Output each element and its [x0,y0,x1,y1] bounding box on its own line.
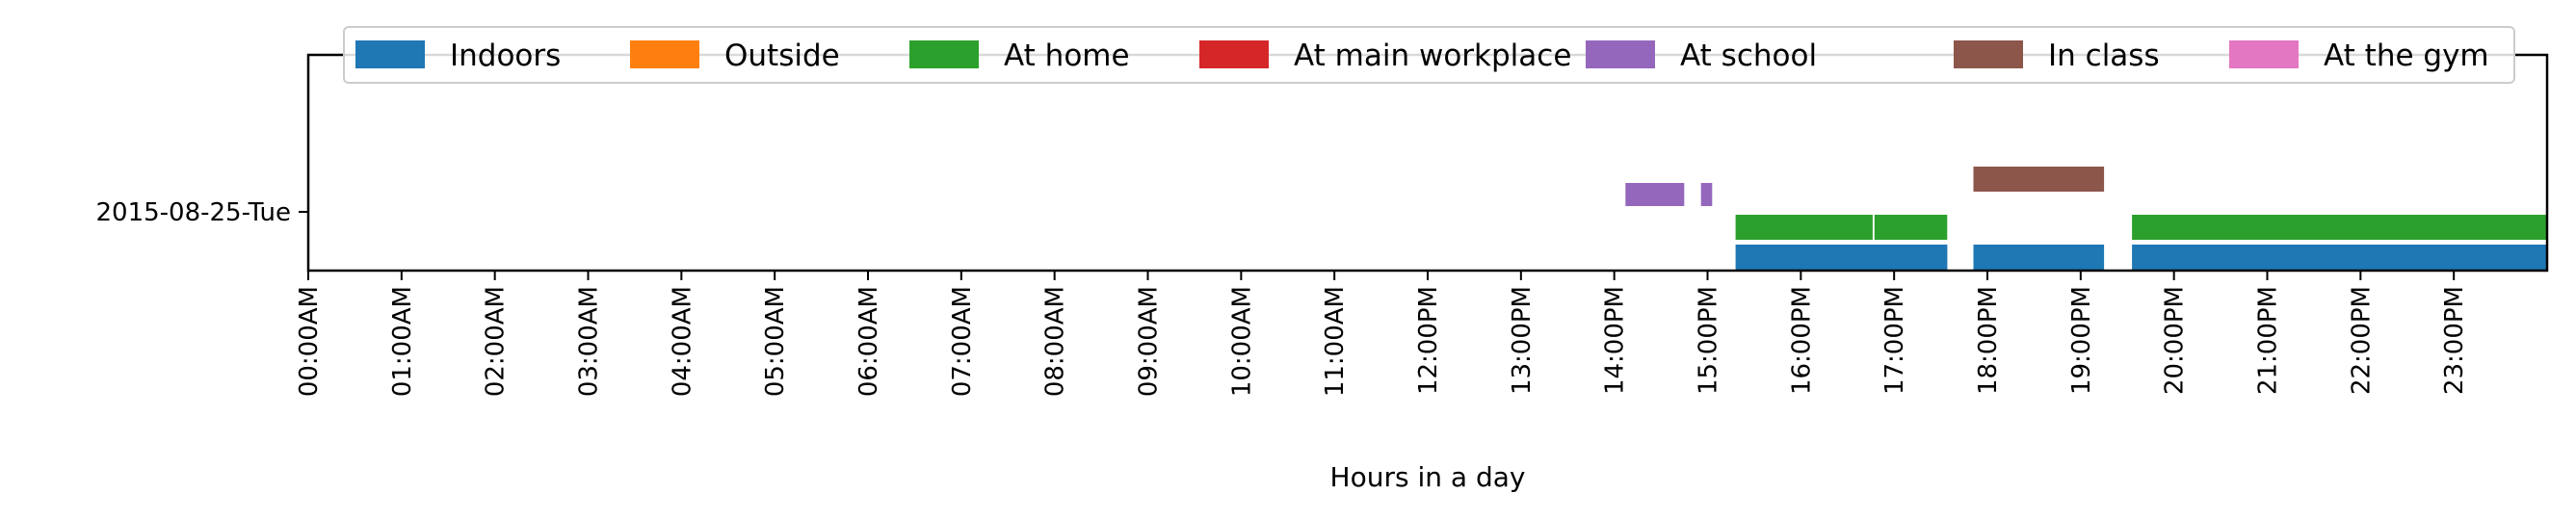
legend-label: At main workplace [1294,39,1571,73]
x-tick-label: 19:00PM [2067,286,2096,395]
bar-at-home-1 [1874,215,1948,240]
legend-label: Outside [724,39,840,73]
x-tick-label: 18:00PM [1974,286,2003,395]
bar-at-school-0 [1625,183,1685,206]
x-tick-label: 10:00AM [1227,286,1256,397]
x-tick-label: 14:00PM [1601,286,1630,395]
legend-item-indoors: Indoors [355,39,561,73]
legend-swatch [1954,40,2023,68]
x-axis-title: Hours in a day [1330,461,1526,493]
legend-swatch [355,40,425,68]
legend-swatch [630,40,699,68]
x-tick-label: 09:00AM [1135,286,1164,397]
x-tick-label: 15:00PM [1695,286,1723,395]
x-tick-label: 22:00PM [2347,286,2376,395]
legend-label: In class [2048,39,2160,73]
bar-at-home-2 [2132,215,2547,240]
legend-swatch [1199,40,1269,68]
legend-label: At the gym [2324,39,2489,73]
bars-layer [1625,167,2547,270]
legend-item-at-home: At home [909,39,1130,73]
x-tick-label: 21:00PM [2254,286,2283,395]
x-tick-label: 11:00AM [1321,286,1350,397]
x-tick-label: 23:00PM [2440,286,2469,395]
x-tick-label: 00:00AM [295,286,324,397]
x-tick-label: 13:00PM [1508,286,1537,395]
legend-label: Indoors [450,39,561,73]
x-tick-label: 06:00AM [854,286,883,397]
x-tick-label: 07:00AM [948,286,977,397]
x-tick-label: 08:00AM [1041,286,1070,397]
x-tick-label: 05:00AM [761,286,790,397]
x-tick-label: 01:00AM [388,286,417,397]
bar-indoors-0 [1735,245,1948,270]
x-tick-label: 04:00AM [668,286,697,397]
legend-label: At school [1680,39,1817,73]
legend-swatch [909,40,979,68]
legend-item-at-main-workplace: At main workplace [1199,39,1571,73]
legend-swatch [1586,40,1655,68]
x-tick-label: 20:00PM [2161,286,2190,395]
legend-item-at-the-gym: At the gym [2229,39,2489,73]
bar-in-class-0 [1973,167,2105,192]
legend-label: At home [1004,39,1130,73]
legend-item-outside: Outside [630,39,840,73]
x-tick-label: 12:00PM [1414,286,1443,395]
x-tick-label: 02:00AM [482,286,511,397]
x-tick-label: 17:00PM [1880,286,1909,395]
bar-at-home-0 [1735,215,1873,240]
legend: Indoors Outside At home At main workplace At… [343,26,2515,84]
legend-item-at-school: At school [1586,39,1817,73]
x-tick-label: 03:00AM [575,286,604,397]
y-axis: 2015-08-25-Tue [95,198,308,227]
bar-at-school-1 [1700,183,1713,206]
bar-indoors-1 [1973,245,2105,270]
x-tick-label: 16:00PM [1787,286,1816,395]
legend-item-in-class: In class [1954,39,2160,73]
bar-indoors-2 [2132,245,2547,270]
legend-swatch [2229,40,2299,68]
y-tick-label: 2015-08-25-Tue [95,198,291,227]
x-axis: 00:00AM 01:00AM 02:00AM 03:00AM 04:00AM 05:00… [295,271,2469,397]
